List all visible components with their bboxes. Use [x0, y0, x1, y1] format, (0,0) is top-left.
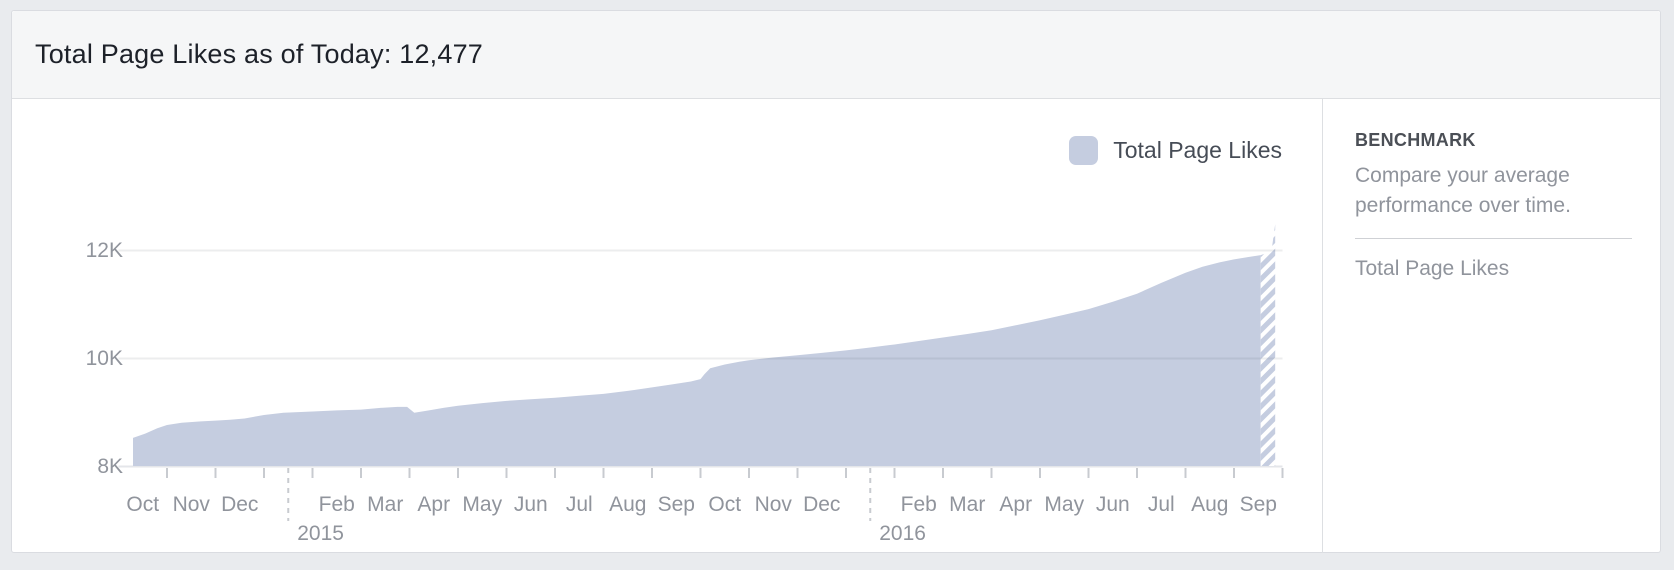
month-label: Apr — [417, 493, 450, 516]
y-axis-label: 10K — [86, 347, 123, 370]
legend-label: Total Page Likes — [1113, 137, 1282, 163]
y-axis-label: 12K — [86, 239, 123, 262]
month-label: Feb — [319, 493, 355, 516]
month-label: Sep — [658, 493, 695, 516]
card-header: Total Page Likes as of Today: 12,477 — [12, 11, 1660, 99]
month-label: May — [1044, 493, 1084, 516]
month-label: Oct — [708, 493, 741, 516]
area-series-total-page-likes — [133, 255, 1261, 466]
card-body: 2015 2016 Oct Nov Dec Feb Mar Apr May Jun Jul Aug Se… — [12, 99, 1660, 553]
x-axis-labels: Oct Nov Dec Feb Mar Apr May Jun Jul Aug Sep Oct Nov D… — [126, 493, 1277, 516]
month-label: Nov — [755, 493, 793, 516]
year-dividers: 2015 2016 — [287, 468, 926, 545]
total-page-likes-card: Total Page Likes as of Today: 12,477 201… — [11, 10, 1661, 553]
month-label: Aug — [609, 493, 646, 516]
area-series-incomplete-period — [1260, 224, 1276, 466]
y-axis-labels: 8K 10K 12K — [86, 239, 123, 478]
total-page-likes-chart[interactable]: 2015 2016 Oct Nov Dec Feb Mar Apr May Jun Jul Aug Se… — [12, 99, 1322, 553]
benchmark-panel: BENCHMARK Compare your average performan… — [1322, 99, 1660, 553]
month-label: Mar — [949, 493, 985, 516]
month-label: Jul — [1148, 493, 1175, 516]
chart-area: 2015 2016 Oct Nov Dec Feb Mar Apr May Jun Jul Aug Se… — [12, 99, 1322, 553]
month-label: Dec — [221, 493, 258, 516]
legend-swatch-icon — [1069, 136, 1099, 165]
page-title: Total Page Likes as of Today: 12,477 — [35, 39, 484, 69]
month-label: Jun — [514, 493, 548, 516]
legend-item-total-page-likes[interactable]: Total Page Likes — [1069, 136, 1282, 165]
month-label: Aug — [1191, 493, 1228, 516]
month-label: May — [462, 493, 502, 516]
month-label: Sep — [1240, 493, 1277, 516]
month-label: Feb — [901, 493, 937, 516]
gridlines — [118, 249, 1283, 360]
year-label: 2016 — [879, 522, 926, 545]
y-axis-label: 8K — [97, 455, 123, 478]
benchmark-description: Compare your average performance over ti… — [1355, 164, 1571, 217]
month-label: Mar — [367, 493, 403, 516]
month-label: Nov — [173, 493, 211, 516]
benchmark-divider — [1355, 238, 1632, 239]
benchmark-item-total-page-likes[interactable]: Total Page Likes — [1355, 257, 1510, 280]
month-label: Jul — [566, 493, 593, 516]
month-label: Oct — [126, 493, 159, 516]
year-label: 2015 — [297, 522, 344, 545]
month-label: Dec — [803, 493, 840, 516]
month-label: Jun — [1096, 493, 1130, 516]
benchmark-heading: BENCHMARK — [1355, 130, 1476, 150]
month-label: Apr — [999, 493, 1032, 516]
x-axis-ticks — [166, 468, 1284, 478]
